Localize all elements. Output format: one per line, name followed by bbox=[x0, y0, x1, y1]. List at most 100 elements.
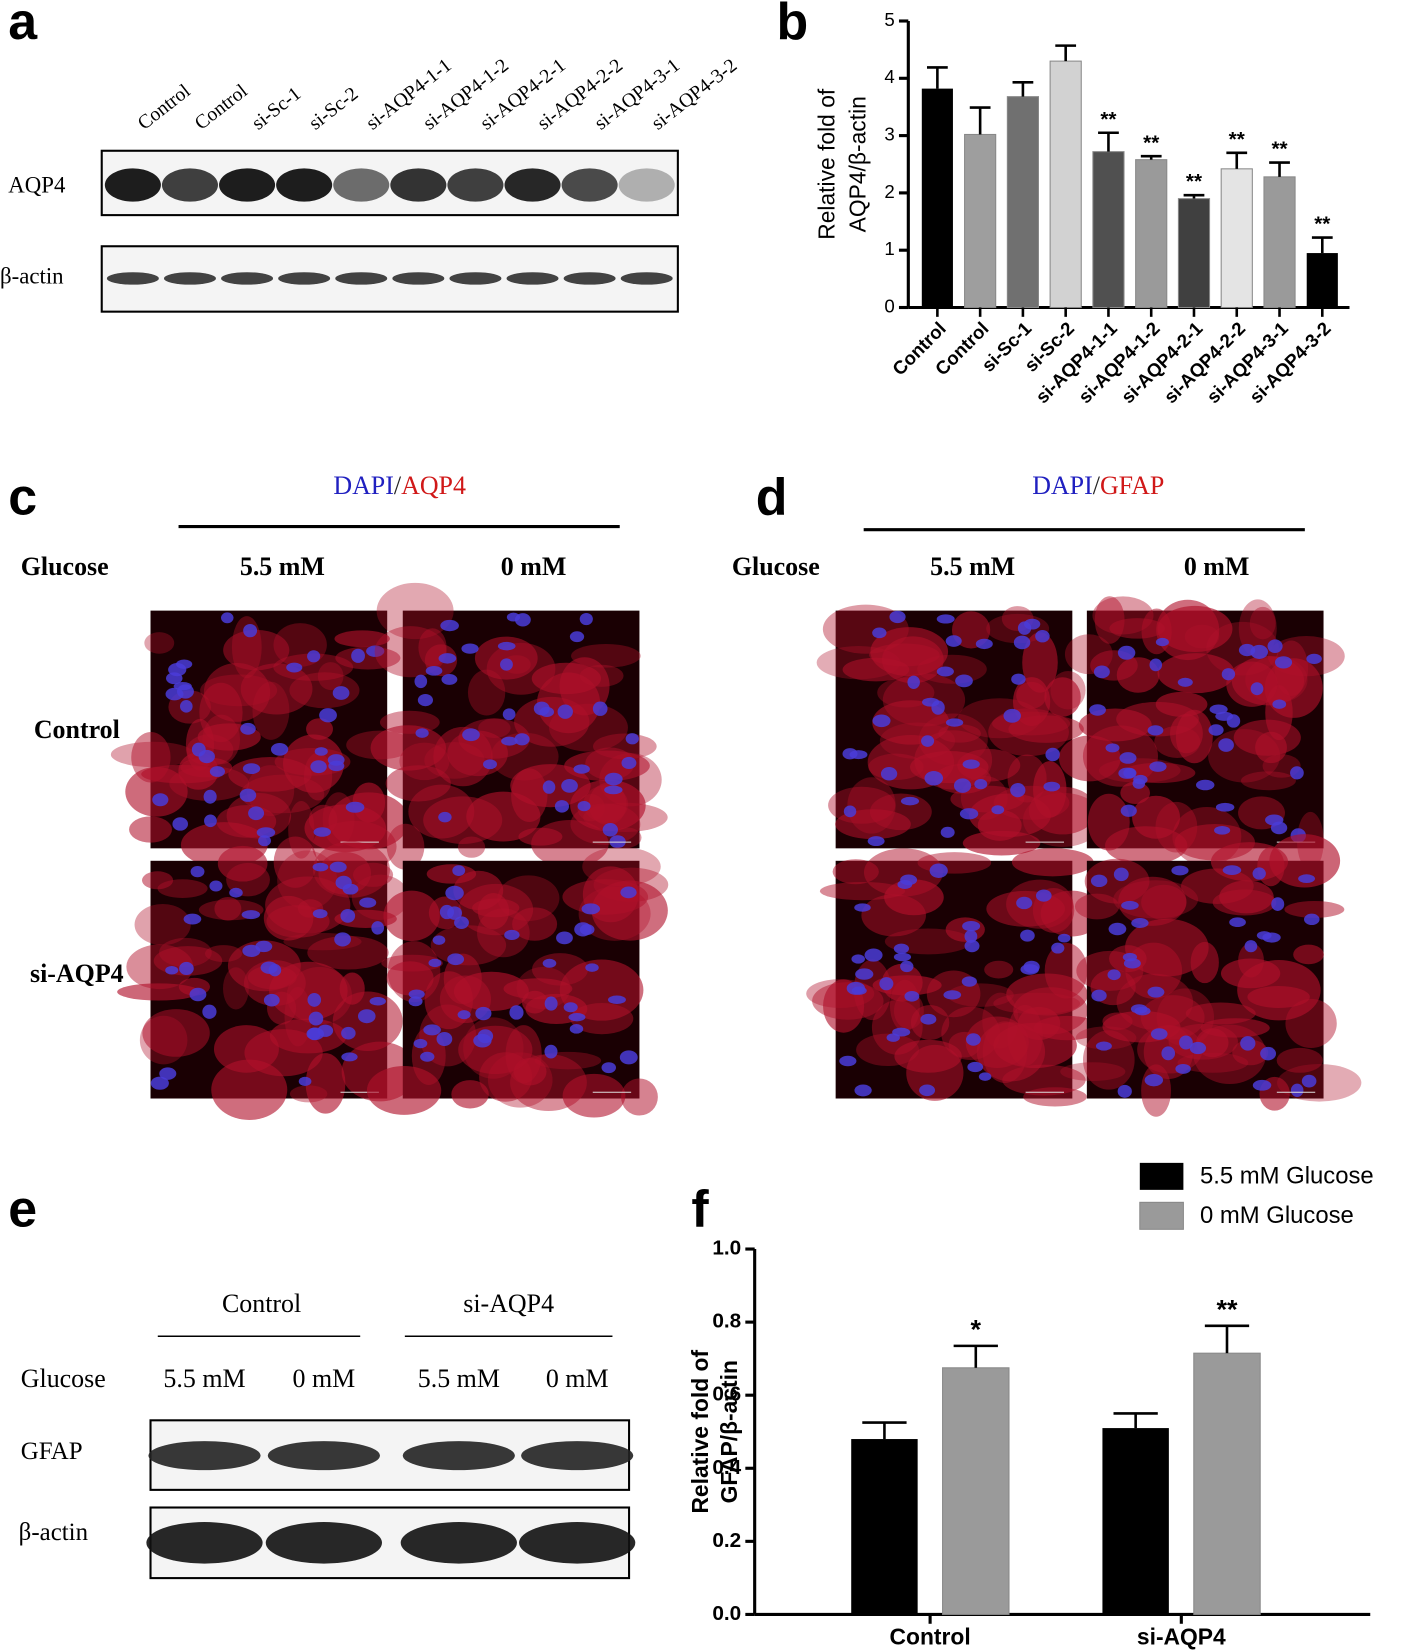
nucleus bbox=[1222, 865, 1242, 875]
nucleus bbox=[423, 1024, 441, 1036]
y-tick-label: 1.0 bbox=[712, 1237, 741, 1260]
bar bbox=[1193, 1352, 1261, 1615]
nucleus bbox=[203, 789, 217, 804]
cell-body bbox=[579, 664, 624, 687]
cell-body bbox=[1011, 848, 1094, 877]
nucleus bbox=[920, 1013, 937, 1025]
nucleus bbox=[436, 1031, 453, 1047]
cell-body bbox=[894, 1039, 962, 1073]
nucleus bbox=[864, 948, 883, 962]
band bbox=[620, 272, 673, 285]
nucleus bbox=[1011, 673, 1026, 685]
nucleus bbox=[202, 1004, 217, 1019]
nucleus bbox=[1147, 986, 1165, 998]
significance: ** bbox=[1216, 1294, 1237, 1324]
lane-label: 5.5 mM bbox=[418, 1364, 500, 1393]
cell-body bbox=[877, 677, 935, 708]
cell-body bbox=[203, 663, 271, 722]
cell-body bbox=[570, 779, 646, 832]
x-tick-label: Control bbox=[890, 1623, 971, 1649]
band bbox=[335, 272, 388, 285]
y-tick-label: 2 bbox=[884, 181, 894, 202]
cell-body bbox=[423, 796, 503, 844]
nucleus bbox=[955, 674, 973, 688]
nucleus bbox=[308, 1011, 324, 1026]
band bbox=[148, 1441, 261, 1471]
nucleus bbox=[620, 886, 637, 899]
y-tick-label: 0.6 bbox=[712, 1383, 741, 1406]
panel-letter: a bbox=[8, 0, 38, 50]
nucleus bbox=[509, 1005, 524, 1020]
nucleus bbox=[943, 990, 962, 1000]
nucleus bbox=[1306, 653, 1322, 665]
nucleus bbox=[544, 996, 558, 1011]
x-tick-label: si-AQP4 bbox=[1137, 1623, 1226, 1649]
nucleus bbox=[314, 747, 328, 756]
nucleus bbox=[604, 772, 623, 786]
nucleus bbox=[408, 996, 423, 1007]
panel-letter: f bbox=[691, 1179, 709, 1237]
nucleus bbox=[502, 708, 516, 721]
nucleus bbox=[959, 808, 979, 820]
cell-body bbox=[1058, 735, 1121, 782]
nucleus bbox=[286, 662, 303, 673]
nucleus bbox=[1208, 724, 1224, 736]
cell-body bbox=[273, 836, 318, 888]
cell-body bbox=[477, 908, 530, 958]
nucleus bbox=[1218, 738, 1234, 752]
nucleus bbox=[1179, 1035, 1193, 1050]
nucleus bbox=[561, 779, 578, 793]
panel-letter: d bbox=[756, 467, 788, 525]
nucleus bbox=[964, 939, 980, 953]
row-label: β-actin bbox=[0, 264, 64, 289]
nucleus bbox=[307, 650, 321, 663]
nucleus bbox=[962, 759, 980, 769]
nucleus bbox=[839, 1055, 857, 1067]
band bbox=[146, 1522, 263, 1564]
nucleus bbox=[569, 1024, 584, 1034]
nucleus bbox=[1189, 1041, 1207, 1055]
y-tick-label: 3 bbox=[884, 124, 894, 145]
cell-body bbox=[381, 954, 443, 972]
nucleus bbox=[602, 823, 618, 837]
lane-label: 0 mM bbox=[293, 1364, 356, 1393]
nucleus bbox=[1017, 621, 1032, 635]
y-axis-label: Relative fold of bbox=[687, 1350, 713, 1514]
nucleus bbox=[1057, 933, 1071, 943]
nucleus bbox=[1252, 1079, 1272, 1091]
bar bbox=[1135, 159, 1168, 309]
nucleus bbox=[1215, 802, 1235, 812]
nucleus bbox=[256, 827, 276, 838]
nucleus bbox=[371, 921, 385, 935]
band bbox=[447, 168, 504, 202]
nucleus bbox=[1117, 645, 1136, 660]
lane-label: Control bbox=[191, 80, 252, 135]
bar bbox=[1177, 198, 1211, 309]
cell-body bbox=[306, 718, 334, 740]
panel-letter: c bbox=[8, 467, 37, 525]
nucleus bbox=[1271, 897, 1285, 911]
nucleus bbox=[209, 766, 225, 777]
cell-body bbox=[263, 895, 314, 941]
nucleus bbox=[900, 796, 920, 806]
band bbox=[267, 1441, 380, 1471]
nucleus bbox=[568, 1013, 586, 1022]
nucleus bbox=[1196, 779, 1215, 791]
nucleus bbox=[177, 684, 194, 699]
nucleus bbox=[619, 1050, 638, 1065]
nucleus bbox=[621, 756, 637, 770]
nucleus bbox=[961, 976, 977, 987]
nucleus bbox=[345, 801, 365, 813]
cell-body bbox=[1257, 847, 1285, 887]
nucleus bbox=[248, 806, 265, 821]
y-tick-label: 0.2 bbox=[712, 1529, 741, 1552]
cell-body bbox=[947, 983, 1014, 1007]
cell-body bbox=[159, 937, 212, 968]
band bbox=[618, 168, 675, 202]
cell-body bbox=[305, 1053, 346, 1114]
nucleus bbox=[867, 836, 885, 847]
nucleus bbox=[475, 1006, 492, 1021]
nucleus bbox=[601, 1062, 617, 1074]
cell-body bbox=[1157, 653, 1235, 694]
